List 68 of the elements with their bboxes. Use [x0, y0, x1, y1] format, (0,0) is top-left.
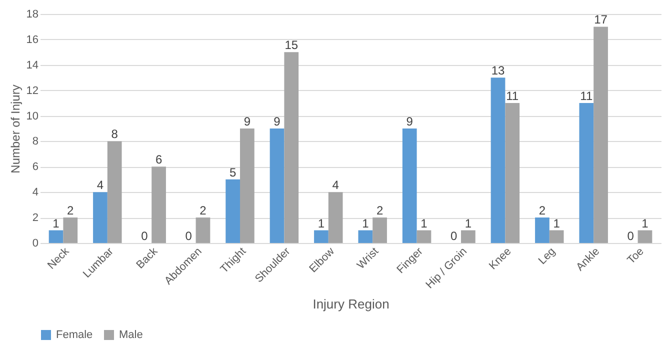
- data-label: 9: [244, 114, 251, 128]
- data-label: 0: [450, 229, 458, 243]
- data-label: 2: [67, 204, 74, 218]
- data-label: 9: [406, 114, 414, 128]
- bar: [107, 141, 122, 243]
- data-label: 0: [627, 229, 634, 243]
- data-label: 1: [642, 216, 649, 230]
- bar: [416, 230, 432, 243]
- data-label: 1: [553, 216, 560, 230]
- data-label: 15: [284, 38, 298, 52]
- bar: [594, 26, 608, 243]
- data-label: 4: [96, 178, 104, 192]
- data-label: 1: [420, 216, 428, 230]
- data-label: 1: [362, 216, 370, 230]
- y-tick-label: 10: [26, 110, 38, 122]
- bar: [63, 218, 78, 243]
- y-tick-label: 2: [32, 212, 38, 224]
- y-tick-label: 14: [26, 59, 38, 72]
- data-label: 1: [52, 216, 60, 230]
- y-tick-label: 16: [26, 34, 38, 46]
- x-axis-title: Injury Region: [312, 296, 390, 312]
- y-tick-label: 8: [32, 136, 38, 148]
- bar: [152, 166, 166, 243]
- legend-label: Male: [119, 329, 143, 341]
- data-label: 4: [332, 178, 340, 192]
- bar: [505, 103, 520, 243]
- y-tick-label: 4: [32, 186, 38, 199]
- y-axis-title: Number of Injury: [8, 84, 22, 174]
- y-tick-label: 12: [26, 84, 38, 97]
- data-label: 11: [506, 89, 519, 104]
- data-label: 0: [141, 229, 148, 243]
- bar: [372, 218, 387, 243]
- x-tick-label: Toe: [625, 246, 646, 267]
- bar: [535, 218, 550, 243]
- data-label: 2: [200, 204, 207, 218]
- data-label: 1: [318, 216, 325, 230]
- legend-label: Female: [56, 329, 93, 341]
- data-label: 0: [185, 229, 192, 243]
- data-label: 6: [155, 152, 162, 167]
- data-label: 2: [376, 204, 384, 218]
- data-label: 9: [274, 114, 281, 128]
- data-label: 8: [111, 127, 118, 142]
- bar: [579, 103, 594, 243]
- bar: [490, 78, 506, 243]
- bar: [284, 52, 299, 243]
- bar: [549, 230, 564, 243]
- bar: [402, 128, 417, 243]
- data-label: 5: [229, 165, 236, 180]
- bar: [93, 192, 108, 243]
- y-tick-label: 0: [32, 238, 38, 250]
- bar: [240, 128, 254, 243]
- bar: [226, 179, 240, 243]
- y-tick-label: 6: [32, 161, 38, 174]
- bar: [358, 230, 373, 243]
- bar: [328, 192, 343, 243]
- bar: [461, 230, 476, 243]
- data-label: 2: [538, 204, 546, 218]
- x-tick-label: Leg: [536, 246, 558, 267]
- bar: [638, 230, 652, 243]
- bar: [314, 230, 328, 243]
- data-label: 1: [464, 216, 472, 230]
- y-tick-label: 18: [26, 8, 38, 20]
- bar: [48, 230, 64, 243]
- data-label: 13: [491, 64, 506, 78]
- bar: [196, 218, 210, 243]
- data-label: 17: [594, 12, 608, 27]
- data-label: 11: [580, 89, 593, 104]
- bar: [270, 128, 284, 243]
